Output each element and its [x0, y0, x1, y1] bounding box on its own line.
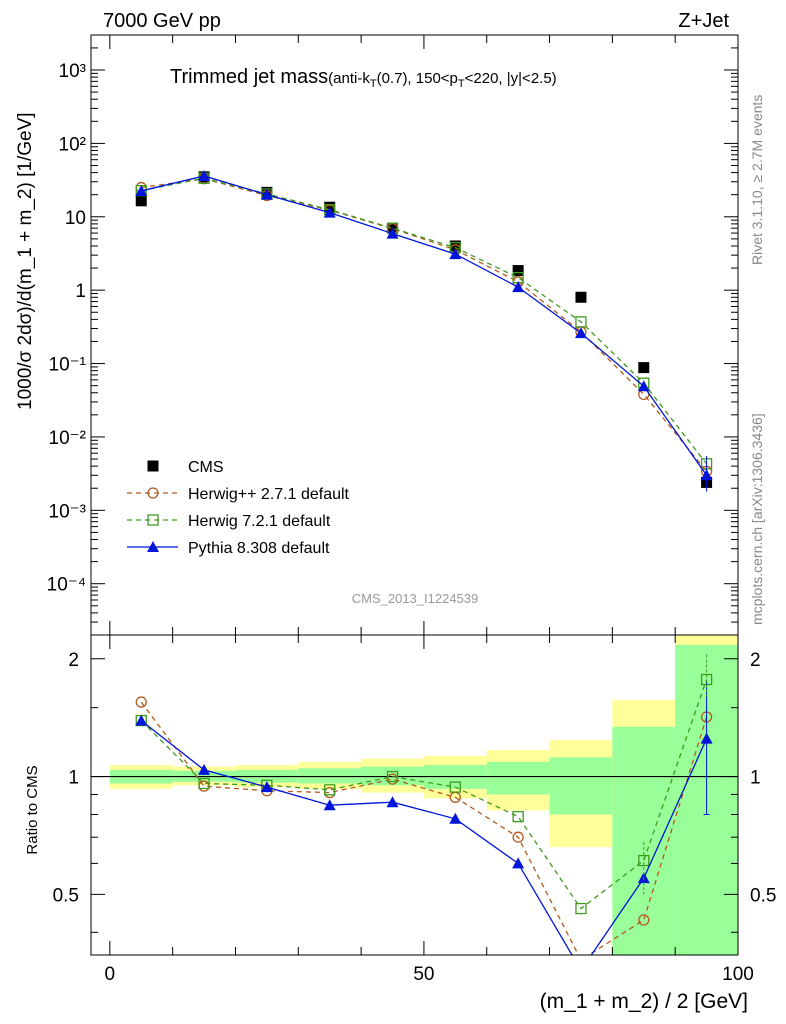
ratio-point-2-2 [260, 781, 273, 793]
ratio-point-0-0 [135, 696, 147, 708]
y-tick-label: 10³ [59, 61, 86, 82]
main-title-t2: T [458, 78, 465, 90]
ratio-line-1 [140, 679, 708, 910]
main-point-3-2 [260, 188, 273, 200]
ratio-point-2-1 [198, 763, 211, 775]
main-point-3-7 [574, 327, 587, 339]
ratio-point-2-4 [386, 796, 399, 808]
main-point-3-6 [512, 281, 525, 293]
main-point-3-8 [637, 380, 650, 392]
ratio-y-tick-label: 0.5 [53, 885, 79, 906]
main-title: Trimmed jet mass(anti-kT(0.7), 150<pT<22… [170, 66, 557, 90]
ratio-point-0-8 [638, 914, 650, 926]
header-left: 7000 GeV pp [103, 10, 221, 32]
ratio-y-tick-label: 1 [68, 768, 79, 789]
mcplots-label: mcplots.cern.ch [arXiv:1306.3436] [749, 413, 765, 625]
main-title-sub-end: <220, |y|<2.5) [465, 70, 557, 87]
ratio-point-2-0 [135, 714, 148, 726]
main-y-axis-label: 1000/σ 2dσ)/d(m_1 + m_2) [1/GeV] [15, 112, 36, 410]
ratio-point-1-7 [575, 902, 587, 915]
ratio-point-2-6 [512, 857, 525, 869]
main-point-0-8 [638, 362, 650, 374]
ratio-point-1-4 [386, 770, 399, 783]
main-point-0-7 [575, 291, 587, 303]
legend-label-2: Herwig 7.2.1 default [188, 513, 331, 530]
main-point-3-5 [449, 248, 462, 260]
main-point-3-3 [323, 206, 336, 218]
ratio-series [135, 654, 713, 955]
header-right: Z+Jet [678, 10, 729, 32]
x-axis-label: (m_1 + m_2) / 2 [GeV] [540, 990, 748, 1013]
ratio-point-1-8 [638, 854, 650, 867]
main-line-2 [141, 177, 708, 465]
main-title-sub-rest: (0.7), 150<p [377, 70, 458, 87]
band-green-6 [486, 761, 550, 795]
ratio-y-tick-label: 2 [68, 650, 79, 671]
ratio-point-2-5 [449, 812, 462, 824]
main-point-2-7 [575, 316, 587, 328]
y-tick-label: 10⁻¹ [49, 355, 87, 376]
ratio-point-1-3 [324, 784, 336, 796]
x-tick-label: 0 [105, 964, 116, 985]
y-tick-label: 10² [59, 134, 86, 155]
main-line-1 [141, 178, 708, 472]
ratio-line-0 [140, 701, 708, 955]
main-title-t: T [370, 78, 377, 90]
y-tick-label: 1 [75, 281, 86, 302]
main-point-0-5 [449, 240, 461, 252]
ratio-point-1-6 [512, 810, 524, 823]
main-axes: 10³ 10² 10 1 10⁻¹ 10⁻² 10⁻³ 10⁻⁴ [47, 34, 739, 636]
legend-label-0: CMS [188, 459, 224, 476]
legend-marker-2 [147, 514, 159, 526]
main-series [135, 169, 713, 492]
ratio-line-2 [140, 720, 708, 955]
ratio-point-0-6 [512, 831, 524, 843]
main-point-0-6 [512, 265, 524, 277]
legend-marker-1 [147, 487, 159, 499]
y-tick-label: 10⁻⁴ [47, 575, 86, 596]
ratio-point-2-3 [323, 799, 336, 811]
y-tick-label: 10⁻³ [49, 501, 87, 522]
main-line-3 [141, 175, 708, 476]
ratio-y-tick-label-right: 0.5 [750, 885, 776, 906]
x-tick-label: 50 [413, 964, 434, 985]
band-green-7 [549, 757, 613, 815]
legend: CMS Herwig++ 2.7.1 default Herwig 7.2.1 de… [127, 459, 350, 557]
ratio-frame [90, 634, 739, 956]
legend-marker-0 [147, 460, 159, 472]
main-point-0-0 [135, 195, 147, 207]
main-point-3-0 [135, 184, 148, 196]
analysis-watermark: CMS_2013_I1224539 [352, 591, 479, 606]
legend-marker-3 [147, 541, 159, 552]
ratio-point-1-1 [198, 777, 210, 790]
y-tick-label: 10 [65, 208, 86, 229]
y-tick-label: 10⁻² [49, 428, 87, 449]
band-green-8 [612, 726, 676, 955]
x-tick-label: 100 [722, 964, 754, 985]
main-title-sub: (anti-k [328, 70, 370, 87]
ratio-point-1-5 [449, 781, 461, 793]
main-title-main: Trimmed jet mass [170, 66, 328, 88]
band-green-3 [298, 768, 362, 784]
ratio-y-tick-label-right: 2 [750, 650, 761, 671]
legend-label-1: Herwig++ 2.7.1 default [188, 486, 350, 503]
rivet-label: Rivet 3.1.10, ≥ 2.7M events [749, 95, 765, 265]
ratio-bands [91, 635, 738, 955]
ratio-y-tick-label-right: 1 [750, 768, 761, 789]
main-point-3-4 [386, 227, 399, 239]
main-point-3-1 [198, 169, 211, 181]
ratio-axes: 0.5 0.5 1 1 2 2 0 50 100 [53, 634, 776, 985]
ratio-y-axis-label: Ratio to CMS [24, 765, 41, 854]
legend-label-3: Pythia 8.308 default [188, 540, 330, 557]
